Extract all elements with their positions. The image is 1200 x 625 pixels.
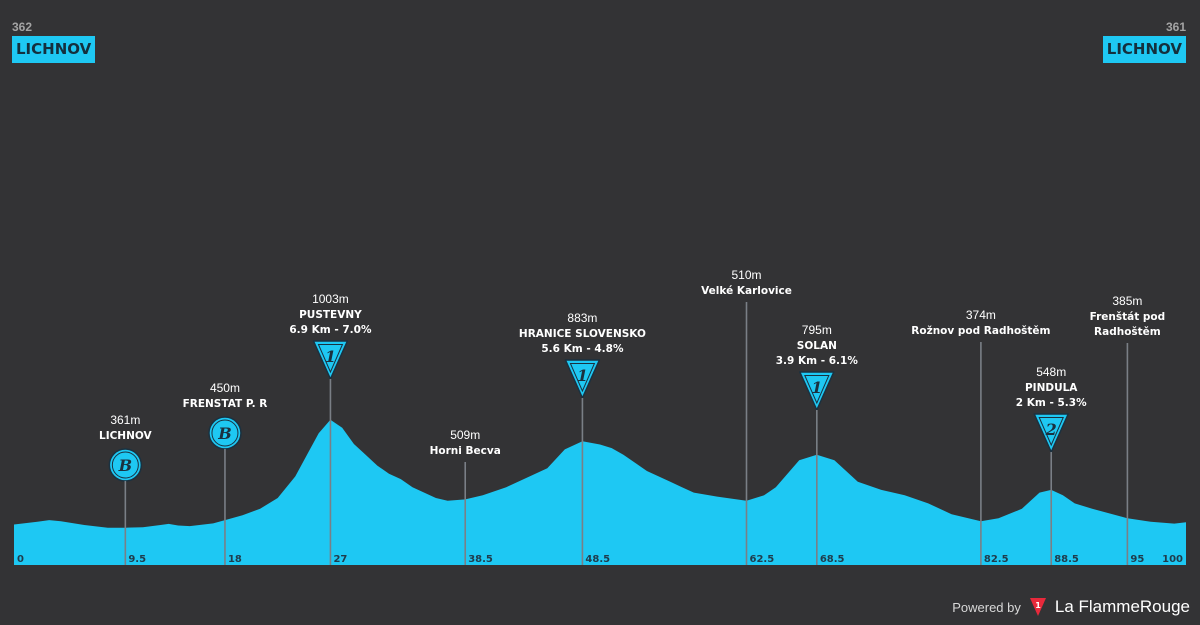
waypoint-name: Frenštát pod — [1090, 311, 1166, 323]
x-tick-label: 95 — [1130, 554, 1144, 565]
x-tick-label: 48.5 — [585, 554, 610, 565]
waypoint-altitude: 509m — [450, 428, 480, 442]
waypoint-name: SOLAN — [797, 340, 837, 352]
x-tick-layer: 0 9.5 18 27 38.5 48.5 62.5 68.5 82.5 88.5 95 100 — [17, 554, 1183, 565]
waypoint-name: HRANICE SLOVENSKO — [519, 328, 646, 340]
waypoint-1: 450m FRENSTAT P. R B — [183, 381, 268, 565]
waypoint-altitude: 1003m — [312, 292, 349, 306]
climb-category-icon — [1033, 413, 1069, 453]
waypoint-7: 374m Rožnov pod Radhoštěm — [911, 308, 1051, 565]
waypoint-altitude: 385m — [1112, 294, 1142, 308]
x-tick-label: 100 — [1162, 554, 1183, 565]
waypoint-name: PUSTEVNY — [299, 309, 362, 321]
waypoint-6: 795m SOLAN 3.9 Km - 6.1% 1 — [776, 323, 859, 565]
start-location: 362 LICHNOV — [12, 20, 96, 63]
marker-letter: B — [118, 456, 133, 475]
climb-category-icon — [312, 340, 349, 380]
waypoint-name: FRENSTAT P. R — [183, 398, 268, 410]
elevation-profile-area — [14, 419, 1186, 565]
waypoint-8: 548m PINDULA 2 Km - 5.3% 2 — [1016, 365, 1087, 565]
climb-grade: 2 Km - 5.3% — [1016, 397, 1087, 409]
climb-category-icon — [564, 359, 601, 399]
bonus-sprint-icon-ring — [111, 451, 139, 479]
climb-category-number: 2 — [1045, 420, 1057, 439]
climb-grade: 6.9 Km - 7.0% — [289, 324, 372, 336]
climb-category-icon-inner — [569, 363, 596, 393]
x-tick-label: 38.5 — [468, 554, 493, 565]
x-tick-label: 9.5 — [128, 554, 146, 565]
start-altitude: 362 — [12, 20, 33, 34]
waypoint-altitude: 883m — [567, 311, 597, 325]
waypoint-name: Rožnov pod Radhoštěm — [911, 325, 1050, 337]
start-name-badge: LICHNOV — [12, 36, 96, 63]
x-tick-label: 82.5 — [984, 554, 1009, 565]
waypoint-0: 361m LICHNOV B — [99, 413, 153, 565]
waypoint-9: 385m Frenštát pod Radhoštěm — [1090, 294, 1166, 565]
waypoint-altitude: 374m — [966, 308, 996, 322]
climb-category-icon-inner — [804, 375, 830, 405]
flamme-rouge-logo-icon: 1 — [1029, 598, 1046, 616]
waypoint-4: 883m HRANICE SLOVENSKO 5.6 Km - 4.8% 1 — [519, 311, 646, 565]
waypoint-altitude: 795m — [802, 323, 832, 337]
finish-altitude: 361 — [1165, 20, 1186, 34]
bonus-sprint-icon-ring — [211, 419, 239, 447]
x-tick-label: 27 — [333, 554, 347, 565]
waypoint-altitude: 450m — [210, 381, 240, 395]
logo-number: 1 — [1035, 601, 1041, 610]
x-tick-label: 0 — [17, 554, 24, 565]
x-tick-label: 88.5 — [1054, 554, 1079, 565]
annotation-layer: 361m LICHNOV B 450m FRENSTAT P. R B 1003m PUSTE… — [99, 268, 1165, 565]
climb-category-icon-inner — [317, 344, 344, 374]
waypoint-name: PINDULA — [1025, 382, 1078, 394]
finish-name-badge: LICHNOV — [1102, 36, 1186, 63]
powered-by-text: Powered by — [952, 599, 1021, 615]
x-tick-label: 62.5 — [750, 554, 775, 565]
climb-grade: 3.9 Km - 6.1% — [776, 355, 859, 367]
waypoint-altitude: 548m — [1036, 365, 1066, 379]
waypoint-name: LICHNOV — [99, 430, 153, 442]
x-tick-label: 68.5 — [820, 554, 845, 565]
climb-category-number: 1 — [811, 378, 822, 397]
footer-branding: Powered by 1 La FlammeRouge — [952, 597, 1190, 617]
climb-grade: 5.6 Km - 4.8% — [541, 343, 624, 355]
profile-area-layer — [14, 419, 1186, 565]
waypoint-name: Velké Karlovice — [701, 285, 792, 297]
finish-location: 361 LICHNOV — [1102, 20, 1186, 63]
waypoint-name: Radhoštěm — [1094, 326, 1161, 338]
climb-category-icon — [799, 371, 835, 411]
marker-letter: B — [217, 424, 232, 443]
x-tick-label: 18 — [228, 554, 242, 565]
waypoint-2: 1003m PUSTEVNY 6.9 Km - 7.0% 1 — [289, 292, 372, 565]
waypoint-5: 510m Velké Karlovice — [701, 268, 792, 565]
waypoint-3: 509m Horni Becva — [430, 428, 501, 565]
brand-name: La FlammeRouge — [1054, 597, 1190, 616]
climb-category-number: 1 — [577, 366, 588, 385]
waypoint-altitude: 361m — [110, 413, 140, 427]
climb-category-icon-inner — [1038, 417, 1064, 447]
waypoint-altitude: 510m — [731, 268, 761, 282]
waypoint-name: Horni Becva — [430, 445, 501, 457]
climb-category-number: 1 — [325, 347, 336, 366]
